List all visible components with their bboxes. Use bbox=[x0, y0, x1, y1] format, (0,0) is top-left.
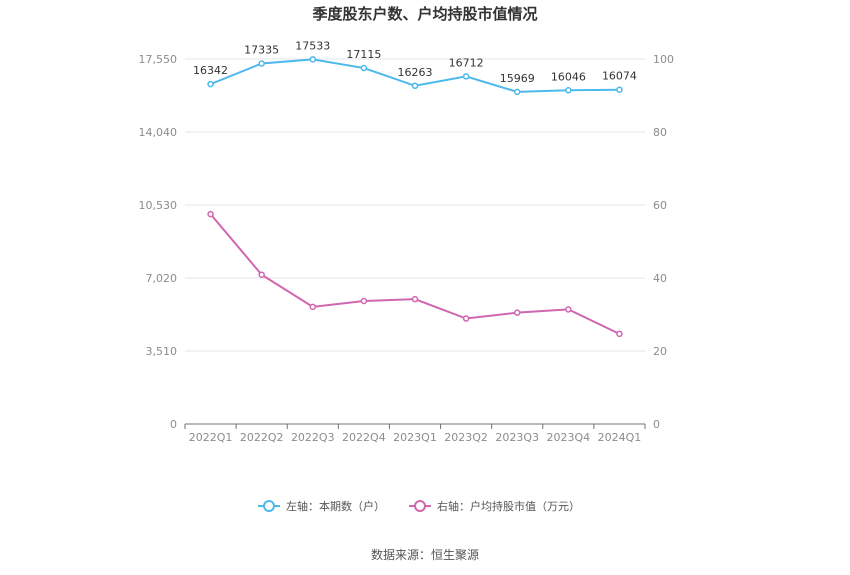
data-point[interactable] bbox=[513, 88, 521, 96]
data-point[interactable] bbox=[258, 60, 265, 67]
legend-label: 左轴：本期数（户） bbox=[286, 499, 385, 513]
data-label: 17533 bbox=[295, 39, 330, 52]
data-label: 16712 bbox=[449, 56, 484, 69]
data-point[interactable] bbox=[462, 315, 470, 322]
chart-title: 季度股东户数、户均持股市值情况 bbox=[312, 5, 537, 23]
data-point[interactable] bbox=[309, 56, 317, 63]
data-point[interactable] bbox=[309, 303, 317, 311]
data-label: 17335 bbox=[244, 43, 279, 56]
series-line-avg-holding-value bbox=[209, 213, 620, 335]
data-label: 16046 bbox=[551, 70, 586, 83]
x-tick-label: 2023Q3 bbox=[495, 431, 539, 444]
data-point[interactable] bbox=[565, 306, 572, 313]
right-tick-label: 100 bbox=[653, 53, 674, 66]
data-point[interactable] bbox=[411, 295, 419, 303]
right-tick-label: 60 bbox=[653, 199, 667, 212]
x-tick-label: 2023Q1 bbox=[393, 431, 437, 444]
data-label: 15969 bbox=[500, 72, 535, 85]
data-label: 17115 bbox=[346, 48, 381, 61]
data-point[interactable] bbox=[207, 80, 214, 88]
x-tick-label: 2022Q4 bbox=[342, 431, 386, 444]
x-tick-label: 2022Q1 bbox=[189, 431, 233, 444]
x-axis: 2022Q1 2022Q2 2022Q3 2022Q4 2023Q1 2023Q2 2023… bbox=[184, 423, 646, 444]
left-tick-label: 14,040 bbox=[139, 126, 178, 139]
left-axis: 0 3,510 7,020 10,530 14,040 17,550 bbox=[139, 53, 178, 431]
legend[interactable]: 左轴：本期数（户） 右轴：户均持股市值（万元） bbox=[258, 499, 580, 513]
data-point[interactable] bbox=[513, 309, 521, 316]
right-tick-label: 20 bbox=[653, 345, 667, 358]
data-point[interactable] bbox=[207, 210, 214, 218]
data-point[interactable] bbox=[411, 82, 419, 90]
data-point[interactable] bbox=[616, 330, 623, 338]
legend-label: 右轴：户均持股市值（万元） bbox=[437, 499, 580, 513]
data-point[interactable] bbox=[565, 87, 572, 94]
grid-lines bbox=[185, 58, 645, 352]
data-label: 16342 bbox=[193, 64, 228, 77]
legend-marker-icon bbox=[263, 500, 275, 512]
legend-item-shareholder-count[interactable]: 左轴：本期数（户） bbox=[258, 499, 385, 513]
x-tick-label: 2023Q2 bbox=[444, 431, 488, 444]
data-label: 16074 bbox=[602, 70, 637, 83]
data-point[interactable] bbox=[616, 86, 623, 93]
left-tick-label: 17,550 bbox=[139, 53, 178, 66]
source-note: 数据来源：恒生聚源 bbox=[371, 547, 479, 562]
data-point[interactable] bbox=[462, 73, 470, 80]
left-tick-label: 10,530 bbox=[139, 199, 178, 212]
right-tick-label: 80 bbox=[653, 126, 667, 139]
left-tick-label: 7,020 bbox=[146, 272, 178, 285]
data-point[interactable] bbox=[258, 271, 265, 278]
right-tick-label: 40 bbox=[653, 272, 667, 285]
x-tick-label: 2022Q3 bbox=[291, 431, 335, 444]
left-tick-label: 3,510 bbox=[146, 345, 178, 358]
right-tick-label: 0 bbox=[653, 418, 660, 431]
legend-marker-icon bbox=[414, 500, 426, 512]
left-tick-label: 0 bbox=[170, 418, 177, 431]
x-tick-label: 2023Q4 bbox=[547, 431, 591, 444]
x-tick-label: 2024Q1 bbox=[598, 431, 642, 444]
data-point[interactable] bbox=[360, 64, 368, 72]
series-layer: 16342 17335 17533 17115 16263 16712 15969 16046… bbox=[193, 39, 637, 338]
right-axis: 0 20 40 60 80 100 bbox=[653, 53, 674, 431]
data-label: 16263 bbox=[398, 66, 433, 79]
x-tick-label: 2022Q2 bbox=[240, 431, 284, 444]
legend-item-avg-holding-value[interactable]: 右轴：户均持股市值（万元） bbox=[409, 499, 580, 513]
data-point[interactable] bbox=[360, 297, 368, 305]
